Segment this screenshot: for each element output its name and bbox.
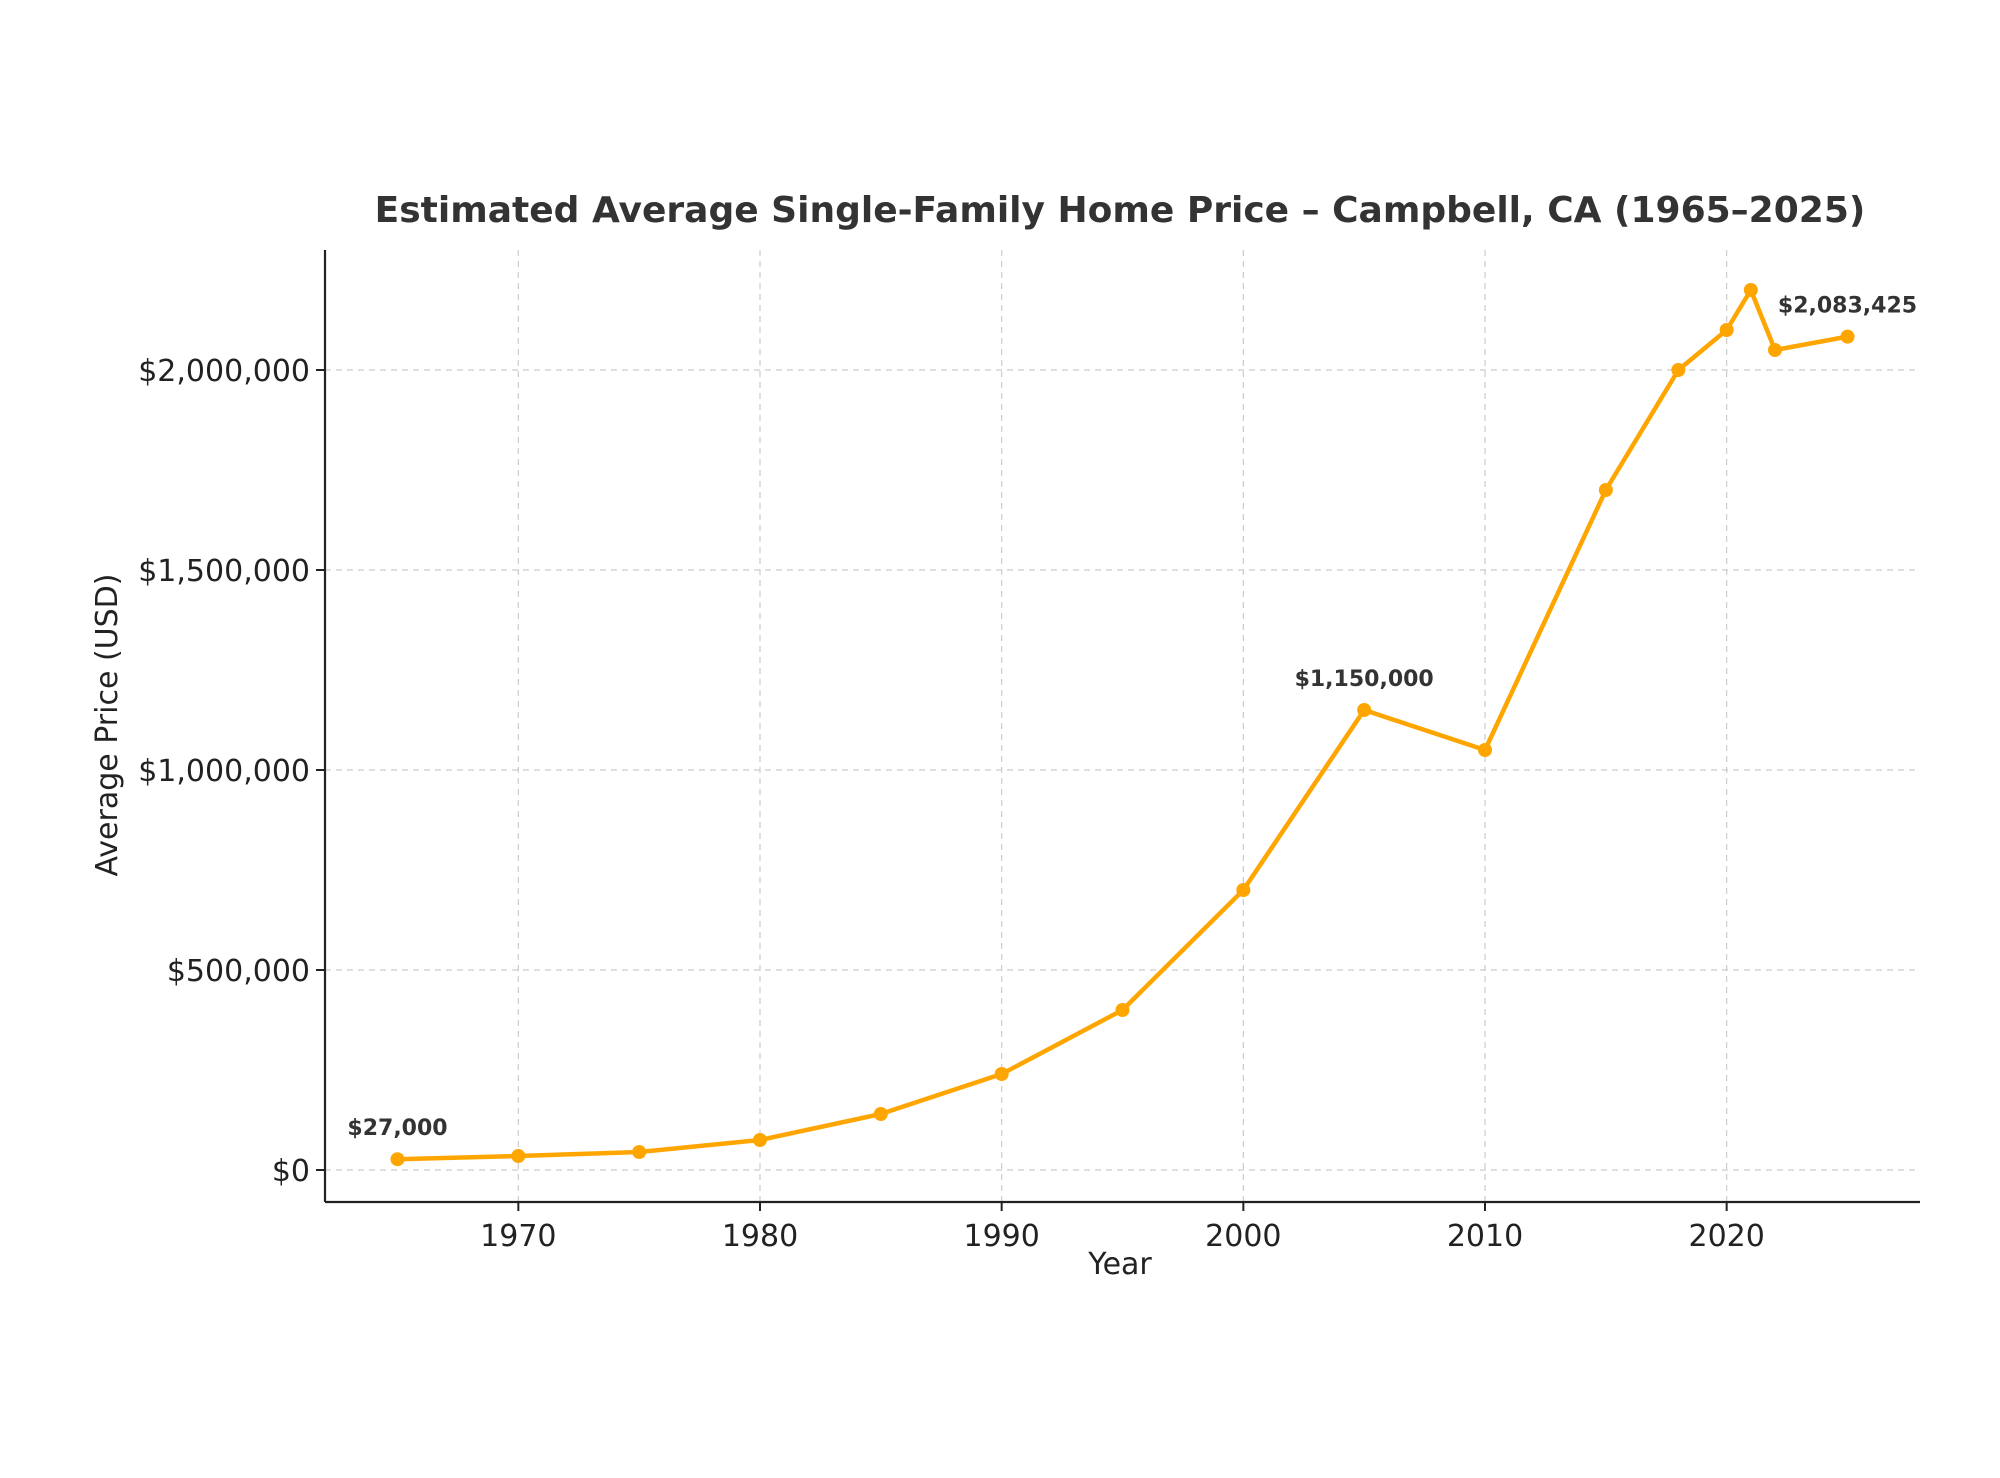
x-tick-label-2000: 2000	[1205, 1219, 1281, 1254]
y-tick-label-2: $1,000,000	[138, 754, 310, 789]
data-point-2015	[1598, 483, 1613, 497]
y-axis-label: Average Price (USD)	[90, 574, 125, 877]
data-point-1970	[511, 1149, 526, 1163]
data-point-1995	[1115, 1003, 1130, 1017]
y-tick-label-1: $500,000	[167, 954, 310, 989]
annotation-2025: $2,083,425	[1778, 294, 1917, 319]
data-point-2000	[1236, 883, 1251, 897]
series-line-0	[395, 287, 1850, 1162]
x-tick-label-2010: 2010	[1447, 1219, 1523, 1254]
data-point-2021	[1743, 283, 1758, 297]
y-tick-label-0: $0	[272, 1154, 310, 1189]
data-point-1985	[873, 1107, 888, 1121]
x-axis-ticks: 1970 1980 1990 2000 2010 2020	[480, 1202, 1765, 1254]
annotation-1965: $27,000	[347, 1116, 447, 1141]
data-points	[390, 283, 1855, 1167]
y-tick-label-3: $1,500,000	[138, 554, 310, 589]
x-axis-label: Year	[1087, 1247, 1152, 1282]
series-average-price	[395, 287, 1850, 1162]
data-point-2020	[1719, 323, 1734, 337]
grid	[325, 250, 1920, 1202]
data-point-2018	[1671, 363, 1686, 377]
chart-title: Estimated Average Single-Family Home Pri…	[375, 190, 1866, 231]
annotation-2005: $1,150,000	[1295, 667, 1434, 692]
x-tick-label-1970: 1970	[480, 1219, 556, 1254]
data-point-1980	[753, 1133, 767, 1147]
data-point-2010	[1478, 743, 1492, 757]
x-tick-label-2020: 2020	[1688, 1219, 1764, 1254]
x-tick-label-1990: 1990	[963, 1219, 1039, 1254]
data-point-1975	[632, 1145, 647, 1159]
x-tick-label-1980: 1980	[722, 1219, 798, 1254]
data-point-2022	[1768, 343, 1782, 357]
data-point-2025	[1840, 329, 1855, 344]
axes	[323, 250, 1920, 1204]
y-axis-ticks: $0 $500,000 $1,000,000 $1,500,000 $2,000,000	[138, 354, 325, 1189]
annotations: $27,000 $1,150,000 $2,083,425	[347, 294, 1917, 1142]
data-point-2005	[1357, 703, 1372, 717]
y-tick-label-4: $2,000,000	[138, 354, 310, 389]
data-point-1990	[994, 1067, 1009, 1081]
data-point-1965	[390, 1152, 405, 1167]
